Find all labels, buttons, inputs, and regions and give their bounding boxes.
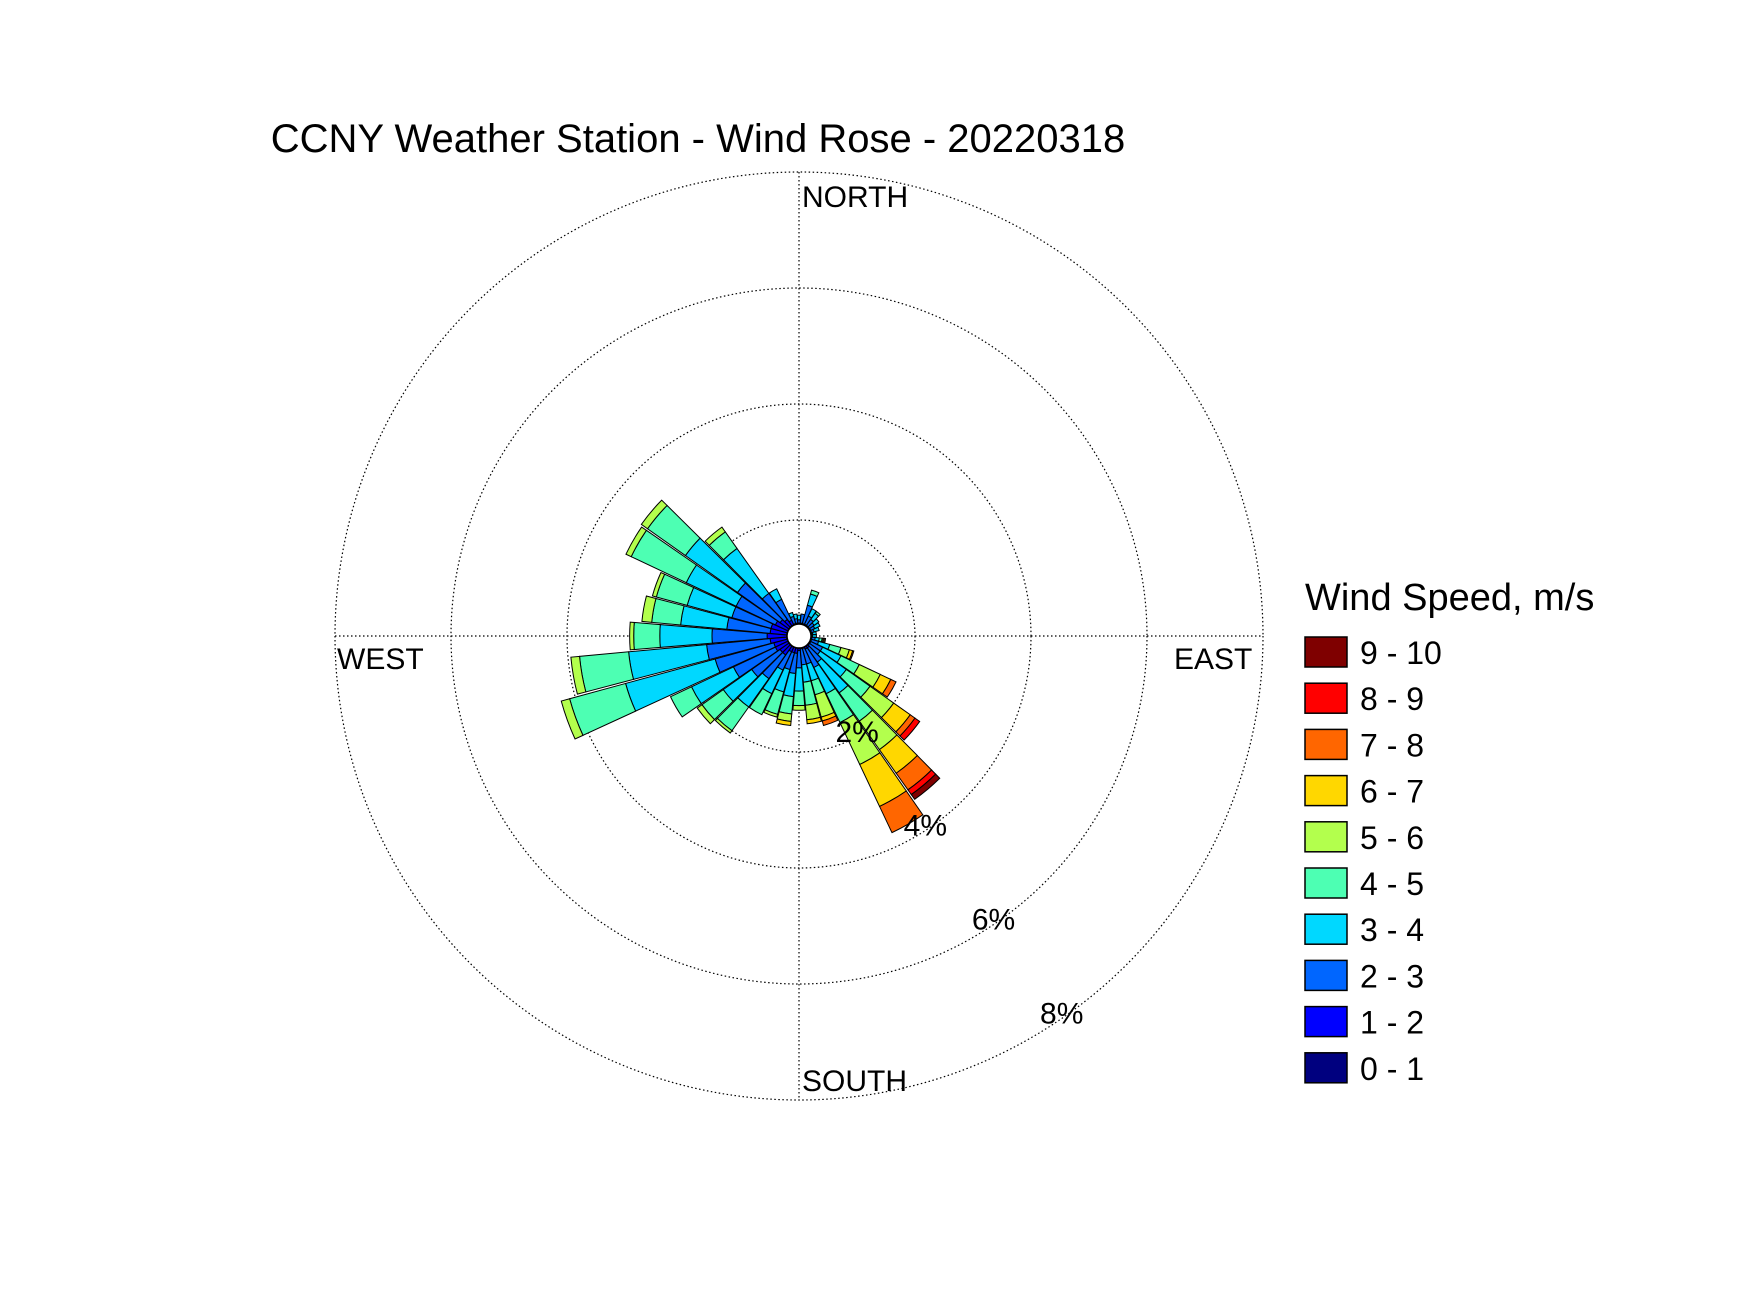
legend-swatch-1-2 <box>1304 1005 1348 1038</box>
sector-110-bin-7 <box>848 650 855 661</box>
sector-0-bin-3 <box>796 614 802 621</box>
legend-label-1-2: 1 - 2 <box>1360 1005 1424 1041</box>
sector-210-bin-4 <box>748 687 773 716</box>
legend-swatch-2-3 <box>1304 959 1348 992</box>
wind-sectors <box>560 499 941 834</box>
sector-140-bin-9 <box>910 773 941 801</box>
ring-label-6: 6% <box>972 904 1015 937</box>
legend-swatch-5-6 <box>1304 821 1348 853</box>
sector-330-bin-3 <box>768 588 783 604</box>
legend-label-2-3: 2 - 3 <box>1360 958 1424 994</box>
sector-290-bin-5 <box>651 571 666 598</box>
west-label: WEST <box>337 643 424 676</box>
sector-270-bin-3 <box>659 624 713 648</box>
sector-280-bin-5 <box>641 595 657 623</box>
chart-title: CCNY Weather Station - Wind Rose - 20220… <box>271 117 1126 161</box>
sector-130-bin-8 <box>899 717 921 741</box>
legend-swatch-8-9 <box>1304 682 1348 714</box>
ring-label-4: 4% <box>904 810 947 843</box>
legend-label-6-7: 6 - 7 <box>1360 774 1424 810</box>
sector-270-bin-5 <box>629 621 635 651</box>
sector-160-bin-7 <box>821 715 839 727</box>
south-label: SOUTH <box>802 1065 907 1098</box>
sector-220-bin-5 <box>714 717 733 734</box>
legend: Wind Speed, m/s 9 - 10 8 - 9 7 - 8 6 - 7 5 -… <box>1304 577 1594 1087</box>
sector-300-bin-5 <box>625 526 648 558</box>
legend-swatch-6-7 <box>1304 774 1348 807</box>
legend-label-5-6: 5 - 6 <box>1360 820 1424 856</box>
legend-title: Wind Speed, m/s <box>1305 577 1594 619</box>
east-label: EAST <box>1174 643 1252 676</box>
legend-label-8-9: 8 - 9 <box>1360 681 1424 717</box>
sector-40-bin-4 <box>814 610 821 617</box>
sector-340-bin-3 <box>788 611 795 619</box>
center-hole <box>786 623 812 649</box>
sector-310-bin-5 <box>640 499 668 530</box>
legend-label-9-10: 9 - 10 <box>1360 635 1442 671</box>
sector-200-bin-5 <box>763 709 779 718</box>
legend-swatch-9-10 <box>1304 636 1348 668</box>
sector-60-bin-3 <box>812 622 821 630</box>
legend-label-7-8: 7 - 8 <box>1360 727 1424 763</box>
legend-swatch-3-4 <box>1304 913 1348 945</box>
sector-190-bin-6 <box>775 718 792 727</box>
sector-180-bin-5 <box>792 704 806 711</box>
radial-tick-labels: 2% 4% 6% 8% <box>836 716 1084 1031</box>
sector-20-bin-4 <box>809 589 820 598</box>
sector-230-bin-5 <box>696 704 716 725</box>
sector-120-bin-7 <box>881 678 897 698</box>
sector-150-bin-7 <box>878 790 924 834</box>
sector-240-bin-4 <box>669 686 702 718</box>
sector-50-bin-3 <box>811 618 820 626</box>
north-label: NORTH <box>802 181 908 214</box>
sector-270-bin-4 <box>633 621 661 651</box>
sector-320-bin-5 <box>704 526 726 547</box>
sector-70-bin-3 <box>812 626 820 633</box>
legend-items: 9 - 10 8 - 9 7 - 8 6 - 7 5 - 6 4 - 5 3 - 4 2 - … <box>1304 635 1442 1087</box>
legend-swatch-0-1 <box>1304 1052 1348 1084</box>
sector-180-bin-4 <box>792 690 806 707</box>
ring-label-8: 8% <box>1040 997 1083 1030</box>
sector-250-bin-5 <box>560 698 584 740</box>
ring-label-2: 2% <box>836 716 879 749</box>
sector-100-bin-7 <box>823 637 827 644</box>
legend-swatch-4-5 <box>1304 867 1348 899</box>
legend-swatch-7-8 <box>1304 728 1348 761</box>
legend-label-3-4: 3 - 4 <box>1360 912 1424 948</box>
legend-label-0-1: 0 - 1 <box>1360 1051 1424 1087</box>
sector-260-bin-5 <box>570 655 587 695</box>
legend-label-4-5: 4 - 5 <box>1360 866 1424 902</box>
sector-170-bin-6 <box>806 716 822 725</box>
sector-350-bin-3 <box>792 613 798 620</box>
